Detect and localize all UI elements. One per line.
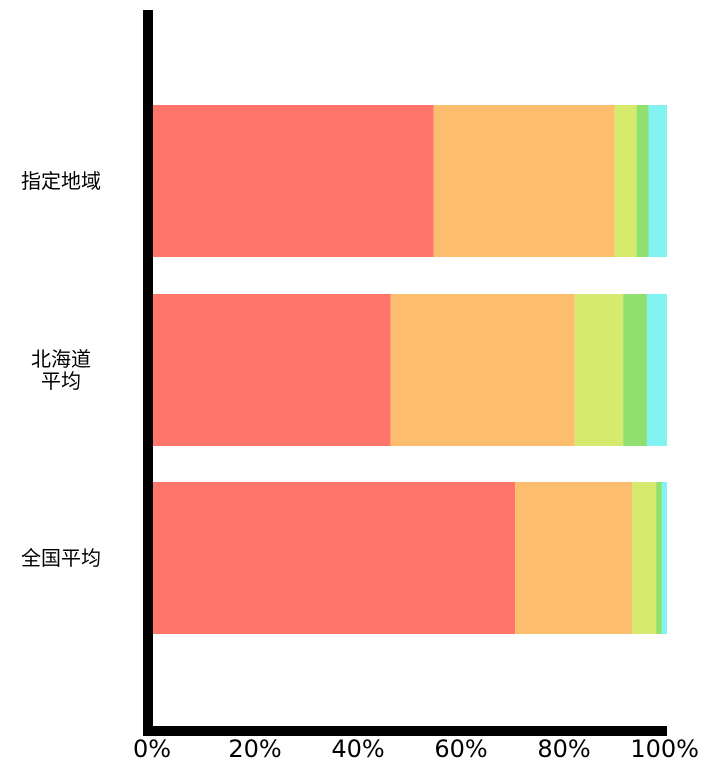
bar-segment-1-3 — [623, 294, 647, 446]
category-label-0-0: 指定地域 — [21, 169, 101, 193]
bars-group — [152, 105, 667, 634]
x-tick-label-4: 80% — [537, 735, 590, 763]
bar-segment-2-4 — [661, 482, 667, 634]
bar-segment-0-2 — [614, 105, 637, 257]
bar-segment-1-2 — [574, 294, 624, 446]
bar-segment-1-0 — [152, 294, 391, 446]
bar-segment-2-0 — [152, 482, 516, 634]
axes-group — [143, 10, 667, 736]
category-label-1-0: 北海道 — [31, 347, 91, 371]
bar-segment-2-3 — [656, 482, 662, 634]
x-tick-label-2: 40% — [331, 735, 384, 763]
category-label-1-1: 平均 — [41, 369, 81, 393]
bar-segment-2-2 — [631, 482, 657, 634]
y-axis-line — [143, 10, 153, 736]
x-tick-label-3: 60% — [434, 735, 487, 763]
bar-segment-2-1 — [515, 482, 632, 634]
x-tick-label-5: 100% — [630, 735, 699, 763]
x-tick-label-1: 20% — [228, 735, 281, 763]
category-label-2-0: 全国平均 — [21, 546, 101, 570]
bar-segment-0-1 — [433, 105, 615, 257]
bar-segment-0-4 — [648, 105, 667, 257]
x-tick-labels: 0% 20% 40% 60% 80% 100% — [133, 735, 699, 763]
x-axis-line — [143, 726, 667, 736]
bar-segment-0-0 — [152, 105, 434, 257]
bar-segment-1-4 — [646, 294, 667, 446]
bar-segment-0-3 — [636, 105, 649, 257]
x-tick-label-0: 0% — [133, 735, 171, 763]
bar-segment-1-1 — [390, 294, 575, 446]
